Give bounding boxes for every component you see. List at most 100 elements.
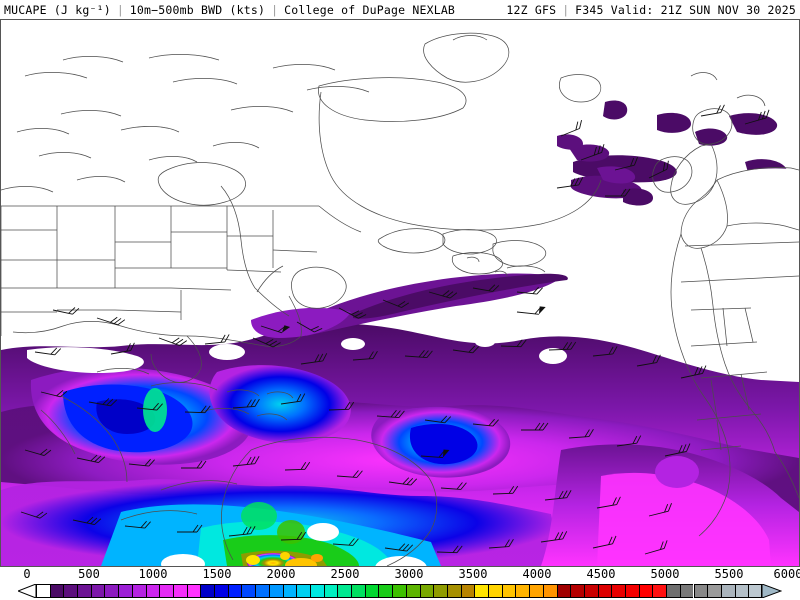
colorbar-swatch-31 [460,584,475,598]
colorbar-swatch-48 [693,584,708,598]
cape-core-tropical-3 [246,555,260,565]
header-variable-label: MUCAPE (J kg⁻¹) [4,2,111,17]
colorbar-swatch-6 [118,584,132,598]
header-model-run-label: 12Z GFS [506,2,557,17]
colorbar-swatches [0,584,800,598]
colorbar-tick-500: 500 [78,567,100,581]
colorbar-swatch-33 [488,584,502,598]
colorbar-swatch-10 [172,584,187,598]
colorbar-swatch-2 [63,584,78,598]
colorbar-swatch-5 [104,584,119,598]
africa-land-mask [676,213,799,367]
header-separator-1: | [116,2,124,17]
colorbar-tick-1500: 1500 [202,567,232,581]
colorbar-swatch-17 [268,584,283,598]
cape-cell-green-2 [241,502,277,530]
colorbar-swatch-34 [501,584,516,598]
colorbar-swatch-28 [419,584,434,598]
colorbar-swatch-20 [309,584,324,598]
colorbar-swatch-14 [227,584,242,598]
header-left-group: MUCAPE (J kg⁻¹) | 10m−500mb BWD (kts) | … [4,3,455,17]
colorbar-under-arrow [18,584,37,598]
colorbar-swatch-52 [748,584,762,598]
colorbar-tick-4000: 4000 [522,567,552,581]
colorbar-swatch-45 [652,584,667,598]
colorbar-tick-5000: 5000 [650,567,680,581]
colorbar-swatch-0 [36,584,50,598]
colorbar-swatch-50 [720,584,735,598]
colorbar-swatch-43 [625,584,639,598]
colorbar-swatch-44 [638,584,653,598]
colorbar-swatch-36 [529,584,543,598]
colorbar-swatch-18 [282,584,297,598]
colorbar-swatch-47 [679,584,694,598]
colorbar-tick-4500: 4500 [586,567,616,581]
colorbar-swatch-40 [583,584,598,598]
colorbar-swatch-19 [296,584,310,598]
cape-core-tropical-2 [285,558,317,566]
colorbar-swatch-32 [474,584,489,598]
england-coast [670,143,718,205]
colorbar-swatch-12 [200,584,215,598]
colorbar: 0 500 1000 1500 2000 2500 3000 3500 4000 4500 5000… [0,567,800,600]
colorbar-swatch-27 [405,584,420,598]
cape-field-layer [1,100,799,566]
colorbar-tick-0: 0 [23,567,31,581]
colorbar-tick-2000: 2000 [266,567,296,581]
colorbar-over-arrow [762,584,782,598]
map-header: MUCAPE (J kg⁻¹) | 10m−500mb BWD (kts) | … [0,0,800,19]
map-canvas[interactable] [0,19,800,567]
colorbar-swatch-8 [145,584,160,598]
ireland-coast [652,156,693,193]
colorbar-swatch-9 [159,584,173,598]
colorbar-swatch-49 [707,584,721,598]
colorbar-tick-6000: 6000 [773,567,800,581]
colorbar-swatch-1 [49,584,64,598]
colorbar-swatch-15 [241,584,256,598]
header-overlay-label: 10m−500mb BWD (kts) [129,2,266,17]
colorbar-tick-1000: 1000 [138,567,168,581]
colorbar-swatch-11 [186,584,201,598]
colorbar-swatch-42 [611,584,625,598]
coastline-layer [1,32,799,566]
header-separator-3: | [562,2,570,17]
header-right-group: 12Z GFS | F345 Valid: 21Z SUN NOV 30 202… [506,3,796,17]
colorbar-swatch-46 [666,584,680,598]
iberia-mask [707,168,799,208]
iceland-coast [559,74,602,103]
cape-cell-atlantic-west [209,365,351,444]
colorbar-swatch-21 [323,584,338,598]
cape-core-tropical-5 [311,554,323,562]
colorbar-swatch-25 [378,584,393,598]
colorbar-tick-3000: 3000 [394,567,424,581]
colorbar-tick-5500: 5500 [714,567,744,581]
colorbar-swatch-3 [77,584,91,598]
cape-core-tropical-4 [280,552,290,560]
colorbar-tick-2500: 2500 [330,567,360,581]
greenland-coast [423,32,510,83]
colorbar-swatch-24 [364,584,379,598]
cape-tongue-core [353,273,568,319]
colorbar-swatch-16 [255,584,269,598]
cape-cell-atlantic-central-core [409,423,478,465]
colorbar-swatch-13 [214,584,228,598]
colorbar-swatch-30 [446,584,461,598]
colorbar-swatch-39 [570,584,584,598]
header-valid-time-label: F345 Valid: 21Z SUN NOV 30 2025 [575,2,796,17]
colorbar-swatch-7 [131,584,146,598]
colorbar-swatch-38 [556,584,571,598]
colorbar-swatch-35 [515,584,530,598]
colorbar-swatch-4 [90,584,105,598]
colorbar-swatch-37 [542,584,557,598]
colorbar-swatch-22 [337,584,352,598]
colorbar-swatch-23 [351,584,365,598]
colorbar-swatch-29 [433,584,447,598]
cape-cell-west-africa [655,456,699,488]
colorbar-tick-3500: 3500 [458,567,488,581]
colorbar-tick-labels: 0 500 1000 1500 2000 2500 3000 3500 4000 4500 5000… [0,567,800,583]
map-svg [1,20,799,566]
cape-band-east-tropical-core [597,472,771,566]
colorbar-swatch-41 [597,584,612,598]
header-source-label: College of DuPage NEXLAB [284,2,456,17]
